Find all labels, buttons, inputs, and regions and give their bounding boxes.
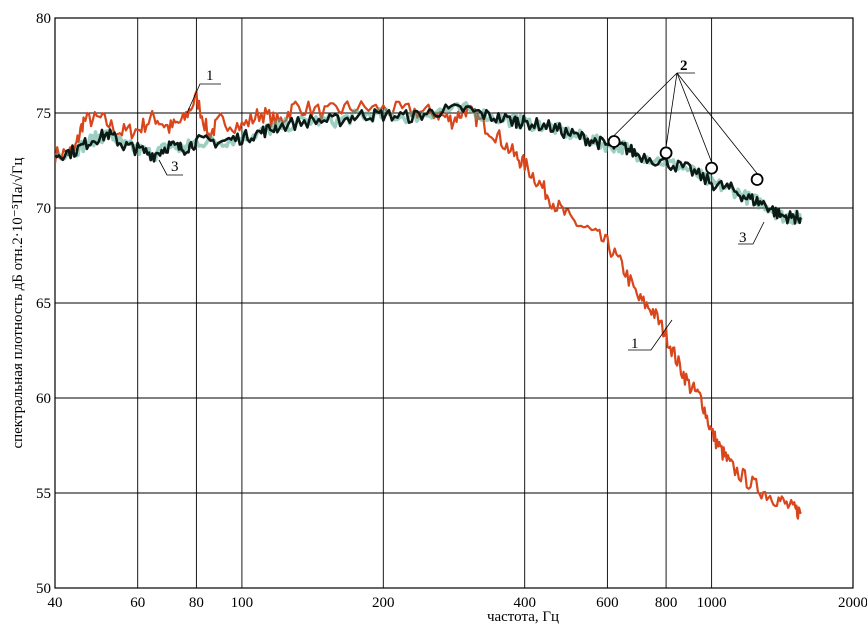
y-tick-label: 55 [36, 486, 51, 502]
leader-curve-3-left [158, 159, 183, 176]
label-curve-3-right: 3 [739, 230, 747, 246]
x-tick-label: 80 [189, 595, 204, 611]
series-2-marker [750, 173, 764, 186]
leader-curve-1-top [186, 83, 221, 114]
y-tick-label: 60 [36, 391, 51, 407]
label-curve-2: 2 [680, 58, 688, 74]
series-3-line [55, 103, 803, 225]
y-tick-label: 70 [36, 201, 51, 217]
x-tick-label: 60 [130, 595, 145, 611]
leader-curve-2 [676, 72, 712, 163]
series-2-markers [607, 135, 764, 186]
label-curve-1-top: 1 [206, 68, 214, 84]
leader-curve-3-right [738, 221, 765, 245]
y-tick-label: 50 [36, 581, 51, 597]
x-tick-label: 600 [596, 595, 619, 611]
x-tick-label: 1000 [697, 595, 727, 611]
y-tick-label: 65 [36, 296, 51, 312]
leader-curve-2 [665, 72, 678, 147]
series-2-marker [705, 161, 719, 175]
label-curve-3-left: 3 [171, 159, 179, 175]
series-layer [55, 90, 803, 520]
y-axis-title: спектральная плотность дБ отн.2·10⁻⁵Па/√… [10, 157, 26, 448]
x-tick-label: 100 [231, 595, 254, 611]
x-tick-label: 2000 [838, 595, 867, 611]
x-tick-label: 400 [513, 595, 536, 611]
label-curve-1-bottom: 1 [631, 336, 639, 352]
x-axis-title: частота, Гц [487, 609, 559, 625]
series-1-line [55, 90, 802, 520]
y-tick-labels: 50 55 60 65 70 75 80 [36, 11, 51, 597]
y-tick-label: 75 [36, 106, 51, 122]
series-2-marker [607, 135, 621, 148]
series-3-halo [55, 101, 803, 226]
y-tick-label: 80 [36, 11, 51, 27]
leader-curve-2 [613, 72, 678, 136]
x-tick-labels: 40 60 80 100 200 400 600 800 1000 2000 [48, 595, 867, 611]
plot-frame [54, 17, 854, 589]
x-tick-label: 200 [372, 595, 395, 611]
series-2-marker [659, 146, 673, 160]
x-tick-label: 40 [48, 595, 63, 611]
leader-curve-2 [676, 72, 758, 174]
leader-curve-1-bottom [628, 319, 673, 351]
x-tick-label: 800 [655, 595, 678, 611]
grid-lines [55, 18, 853, 588]
callout-lines [158, 72, 765, 351]
